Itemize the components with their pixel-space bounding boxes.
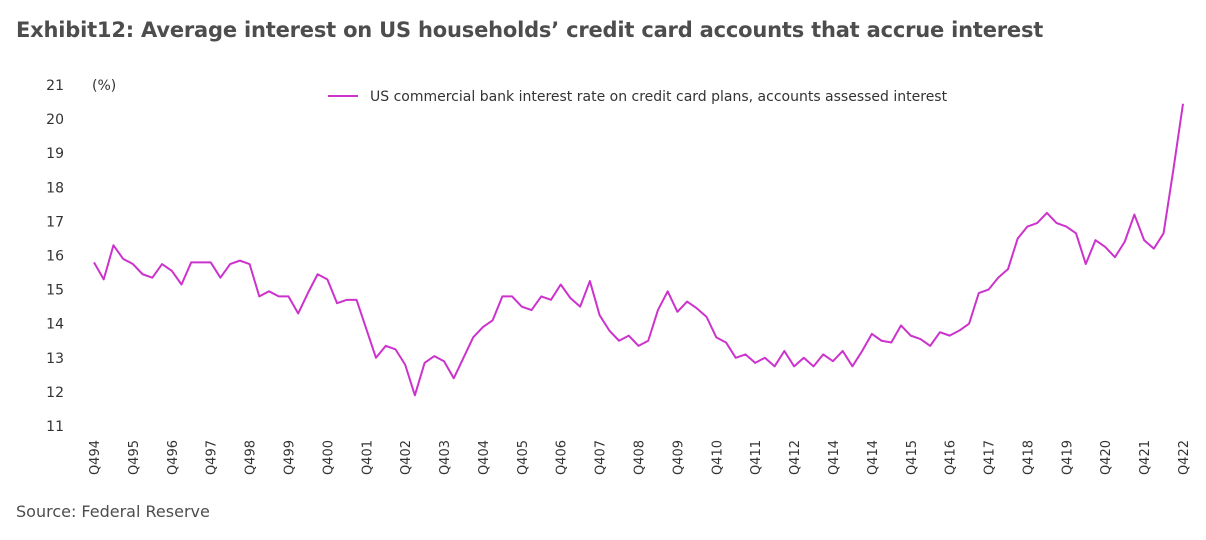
x-tick-label: Q414: [827, 440, 842, 475]
y-tick-label: 18: [46, 180, 64, 196]
x-tick-label: Q415: [905, 440, 920, 475]
x-tick-label: Q499: [282, 440, 297, 475]
x-tick-label: Q405: [516, 440, 531, 475]
x-tick-label: Q407: [594, 440, 609, 475]
x-tick-label: Q402: [399, 440, 414, 475]
x-tick-label: Q400: [321, 440, 336, 475]
x-tick-label: Q403: [438, 440, 453, 475]
y-tick-label: 15: [46, 283, 64, 299]
source-note: Source: Federal Reserve: [16, 502, 210, 521]
x-tick-label: Q404: [477, 440, 492, 475]
x-tick-label: Q411: [749, 440, 764, 475]
x-tick-label: Q417: [983, 440, 998, 475]
x-tick-label: Q422: [1177, 440, 1192, 475]
y-tick-label: 11: [46, 419, 64, 435]
y-tick-label: 17: [46, 214, 64, 230]
x-tick-label: Q416: [944, 440, 959, 475]
x-tick-label: Q414: [866, 440, 881, 475]
y-tick-label: 19: [46, 146, 64, 162]
x-tick-label: Q408: [633, 440, 648, 475]
y-tick-label: 21: [46, 78, 64, 94]
legend-label: US commercial bank interest rate on cred…: [370, 89, 948, 105]
x-tick-label: Q419: [1060, 440, 1075, 475]
x-tick-label: Q496: [166, 440, 181, 475]
y-unit-label: (%): [92, 78, 116, 94]
x-tick-label: Q418: [1021, 440, 1036, 475]
series-line: [93, 103, 1184, 397]
x-tick-label: Q495: [127, 440, 142, 475]
x-tick-label: Q406: [555, 440, 570, 475]
x-tick-label: Q497: [205, 440, 220, 475]
x-tick-label: Q410: [710, 440, 725, 475]
y-tick-label: 20: [46, 112, 64, 128]
y-axis: 11 12 13 14 15 16 17 18 19 20 21: [46, 78, 64, 435]
legend: US commercial bank interest rate on cred…: [328, 89, 948, 105]
x-tick-label: Q420: [1099, 440, 1114, 475]
y-tick-label: 14: [46, 317, 64, 333]
x-tick-label: Q498: [244, 440, 259, 475]
x-tick-label: Q494: [88, 440, 103, 475]
x-tick-label: Q401: [360, 440, 375, 475]
y-tick-label: 13: [46, 351, 64, 367]
x-tick-label: Q412: [788, 440, 803, 475]
x-axis: Q494 Q495 Q496 Q497 Q498 Q499 Q400 Q401 Q402 Q403…: [88, 440, 1192, 475]
x-tick-label: Q421: [1138, 440, 1153, 475]
y-tick-label: 12: [46, 385, 64, 401]
x-tick-label: Q409: [671, 440, 686, 475]
y-tick-label: 16: [46, 249, 64, 265]
chart-title: Exhibit12: Average interest on US househ…: [16, 18, 1044, 42]
